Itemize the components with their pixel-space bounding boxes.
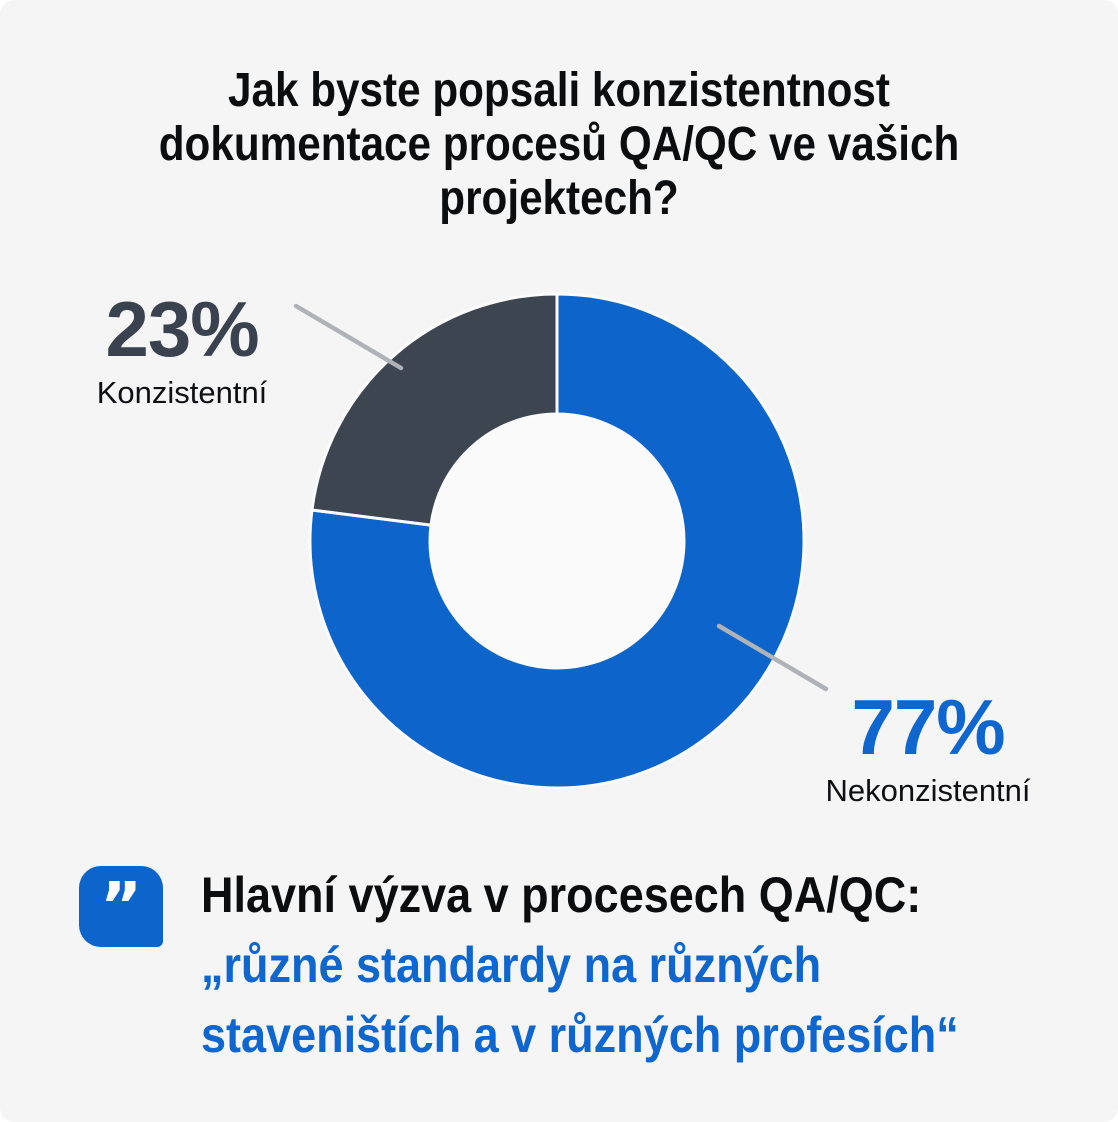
- leader-line-nekonzistentni: [716, 623, 829, 692]
- title-line-1: Jak byste popsali konzistentnost: [228, 64, 890, 117]
- label-konzistentni-percent: 23%: [105, 285, 259, 373]
- quote-icon: ”: [79, 866, 163, 947]
- quote-block: Hlavní výzva v procesech QA/QC: „různé s…: [201, 860, 1101, 1070]
- leader-line-konzistentni: [293, 303, 404, 371]
- quote-text-line-1: „různé standardy na různých: [201, 937, 822, 993]
- donut-segment-konzistentní: [310, 292, 559, 527]
- title-line-3: projektech?: [439, 172, 679, 225]
- donut-segment-nekonzistentní: [308, 292, 806, 790]
- quote-mark-glyph: ”: [99, 869, 143, 944]
- chart-question-title: Jak byste popsali konzistentnost dokumen…: [67, 64, 1051, 226]
- label-nekonzistentni: 77% Nekonzistentní: [789, 688, 1067, 806]
- quote-text-line-2: staveništích a v různých profesích“: [201, 1007, 959, 1063]
- label-konzistentni: 23% Konzistentní: [46, 290, 318, 408]
- title-line-2: dokumentace procesů QA/QC ve vašich: [158, 118, 960, 171]
- donut-slices: [308, 292, 806, 790]
- label-konzistentni-name: Konzistentní: [96, 375, 268, 410]
- quote-heading: Hlavní výzva v procesech QA/QC:: [201, 867, 922, 923]
- donut-hole: [428, 412, 686, 670]
- label-nekonzistentni-percent: 77%: [851, 683, 1005, 771]
- label-nekonzistentni-name: Nekonzistentní: [825, 773, 1031, 808]
